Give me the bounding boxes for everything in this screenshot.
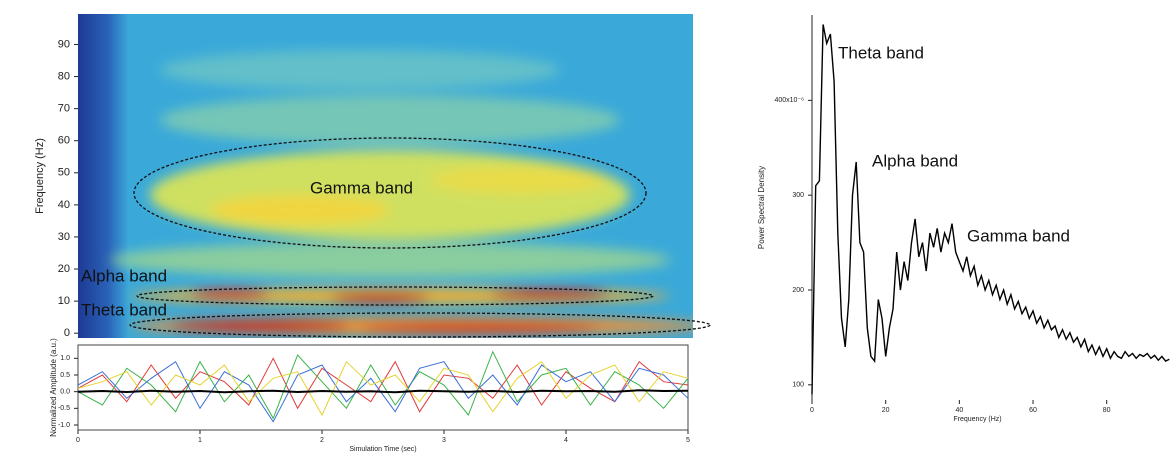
x-tick-label: 40	[955, 407, 963, 414]
annotation: Theta band	[81, 300, 167, 319]
y-axis-label: Normalized Amplitude (a.u.)	[49, 338, 58, 437]
x-tick-label: 20	[882, 407, 890, 414]
annotation: Gamma band	[967, 226, 1070, 245]
y-tick-label: 200	[792, 287, 804, 294]
x-tick-label: 1	[198, 437, 202, 444]
x-axis-label: Simulation Time (sec)	[349, 446, 416, 453]
theta-outline	[129, 312, 711, 338]
x-tick-label: 60	[1029, 407, 1037, 414]
data-line	[77, 350, 689, 420]
y-tick-label: 10	[58, 295, 70, 307]
y-tick-label: -0.5	[58, 405, 70, 412]
y-tick-label: 30	[58, 231, 70, 243]
annotation: Theta band	[838, 43, 924, 62]
x-axis-label: Frequency (Hz)	[953, 416, 1001, 423]
x-tick-label: 3	[442, 437, 446, 444]
y-tick-label: -1.0	[58, 422, 70, 429]
y-tick-label: 100	[792, 382, 804, 389]
y-tick-label: 90	[58, 38, 70, 50]
data-line	[77, 389, 689, 394]
annotation: Alpha band	[81, 266, 167, 285]
y-tick-label: 60	[58, 135, 70, 147]
y-tick-label: 0.0	[60, 389, 70, 396]
x-tick-label: 0	[76, 437, 80, 444]
y-tick-label: 50	[58, 167, 70, 179]
x-tick-label: 80	[1103, 407, 1111, 414]
plot-frame	[77, 344, 689, 431]
y-axis-label: Power Spectral Density	[757, 166, 766, 249]
y-axis-label: Frequency (Hz)	[34, 138, 46, 214]
data-line	[77, 360, 689, 417]
x-tick-label: 5	[686, 437, 690, 444]
gamma-outline	[133, 137, 647, 249]
annotation: Alpha band	[872, 151, 958, 170]
y-tick-label: 0	[64, 327, 70, 339]
spectrogram-image	[78, 14, 693, 338]
x-tick-label: 4	[564, 437, 568, 444]
y-tick-label: 70	[58, 103, 70, 115]
x-tick-label: 0	[810, 407, 814, 414]
y-tick-label: 20	[58, 263, 70, 275]
alpha-outline	[136, 286, 654, 306]
y-tick-label: 80	[58, 70, 70, 82]
y-tick-label: 300	[792, 192, 804, 199]
data-line	[77, 357, 689, 413]
data-line	[811, 24, 1170, 395]
annotation: Gamma band	[310, 178, 413, 197]
y-tick-label: 40	[58, 199, 70, 211]
y-tick-label: 0.5	[60, 372, 70, 379]
data-line	[77, 360, 689, 423]
x-tick-label: 2	[320, 437, 324, 444]
y-tick-label: 400x10⁻⁶	[774, 97, 804, 104]
y-tick-label: 1.0	[60, 355, 70, 362]
